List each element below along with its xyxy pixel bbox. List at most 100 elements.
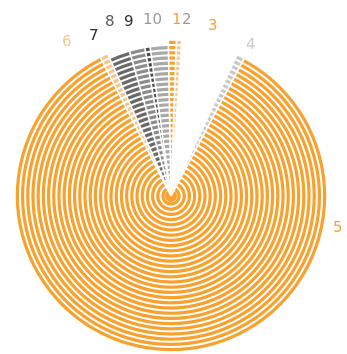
- seg-3-ring: [179, 77, 222, 92]
- seg-8-ring: [148, 114, 158, 120]
- seg-7-ring: [152, 151, 160, 157]
- seg-8-ring: [143, 99, 155, 105]
- seg-7-ring: [148, 141, 157, 148]
- seg-5-ring: [135, 164, 207, 232]
- seg-3-ring: [173, 150, 191, 158]
- seg-10-ring: [159, 113, 170, 118]
- seg-10-ring: [161, 129, 170, 134]
- seg-3-ring: [177, 93, 215, 106]
- label-8: 8: [105, 12, 115, 30]
- wedge-separator: [170, 38, 178, 197]
- seg-5-ring: [67, 104, 275, 300]
- seg-5-ring: [47, 85, 295, 320]
- seg-6-ring: [109, 73, 118, 80]
- seg-3-ring: [179, 72, 224, 87]
- seg-4-ring: [233, 60, 242, 67]
- seg-3-ring: [181, 46, 235, 63]
- seg-10-ring: [150, 51, 169, 56]
- seg-3-ring: [172, 176, 180, 181]
- seg-10-ring: [153, 66, 169, 72]
- seg-6-ring: [100, 54, 110, 61]
- label-3: 3: [208, 16, 218, 34]
- seg-8-ring: [129, 48, 146, 55]
- seg-3-ring: [174, 144, 193, 153]
- wedge-separator: [142, 40, 172, 197]
- label-1: 1: [172, 10, 182, 28]
- seg-4-ring: [222, 83, 230, 90]
- seg-6-ring: [102, 58, 112, 66]
- seg-10-ring: [151, 56, 169, 61]
- seg-8-ring: [141, 89, 153, 95]
- wedge-separator: [98, 54, 172, 197]
- seg-10-ring: [160, 118, 170, 123]
- seg-10-ring: [162, 134, 170, 139]
- label-2: 2: [182, 10, 192, 28]
- seg-7-ring: [143, 131, 154, 138]
- seg-10-ring: [155, 87, 170, 92]
- seg-7-ring: [131, 101, 145, 110]
- label-5: 5: [333, 218, 343, 236]
- seg-7-ring: [126, 91, 143, 100]
- seg-3-ring: [181, 41, 237, 59]
- seg-5-ring: [104, 136, 238, 263]
- seg-3-ring: [173, 160, 187, 167]
- seg-4-ring: [226, 74, 235, 81]
- seg-5-ring: [36, 76, 306, 331]
- seg-7-ring: [154, 156, 161, 162]
- seg-10-ring: [155, 82, 170, 87]
- wedge-separator: [170, 56, 246, 197]
- seg-10-ring: [160, 124, 170, 128]
- seg-6-ring: [112, 77, 120, 84]
- seg-5-ring: [88, 122, 254, 279]
- seg-5-ring: [130, 159, 212, 237]
- seg-3-ring: [177, 98, 213, 111]
- seg-5-ring: [52, 90, 290, 315]
- seg-4-ring: [224, 78, 232, 85]
- seg-7-ring: [139, 121, 151, 129]
- seg-5-ring: [41, 80, 301, 326]
- seg-5-ring: [156, 182, 186, 211]
- seg-8-ring: [142, 94, 154, 100]
- wedge-separator: [148, 39, 172, 197]
- seg-10-ring: [150, 46, 169, 51]
- seg-5-ring: [151, 178, 191, 216]
- seg-5-ring: [26, 66, 316, 341]
- seg-3-ring: [180, 56, 230, 73]
- seg-10-ring: [153, 72, 169, 77]
- seg-6-ring: [107, 68, 116, 75]
- seg-6-ring: [121, 96, 129, 103]
- seg-6-ring: [114, 82, 122, 89]
- seg-6-ring: [119, 92, 127, 98]
- seg-6-ring: [105, 63, 114, 70]
- seg-8-ring: [136, 73, 151, 80]
- seg-4-ring: [219, 88, 227, 94]
- seg-7-ring: [137, 116, 150, 124]
- seg-8-ring: [135, 68, 150, 75]
- seg-8-ring: [146, 109, 157, 115]
- seg-8-ring: [133, 63, 149, 70]
- seg-4-ring: [230, 64, 239, 71]
- seg-8-ring: [131, 53, 147, 60]
- seg-5-ring: [161, 187, 181, 206]
- seg-7-ring: [145, 136, 155, 143]
- seg-5-ring: [62, 99, 280, 305]
- seg-5-ring: [57, 94, 285, 310]
- seg-3-ring: [178, 87, 217, 101]
- seg-3-ring: [177, 103, 211, 115]
- seg-3-ring: [178, 82, 220, 96]
- seg-7-ring: [150, 146, 158, 153]
- wedge-separator: [167, 38, 172, 197]
- seg-5-ring: [15, 57, 327, 352]
- wedge-separator: [170, 52, 239, 197]
- seg-5-ring: [109, 141, 233, 258]
- seg-3-ring: [176, 108, 209, 120]
- seg-10-ring: [158, 108, 170, 113]
- label-4: 4: [246, 35, 256, 53]
- seg-10-ring: [158, 103, 170, 108]
- seg-5-ring: [99, 131, 243, 268]
- seg-3-ring: [172, 170, 182, 177]
- seg-5-ring: [114, 145, 228, 253]
- segment-labels: 6 7 8 9 10 1 2 3 4 5: [62, 10, 343, 236]
- seg-3-ring: [173, 155, 189, 162]
- seg-7-ring: [129, 96, 144, 105]
